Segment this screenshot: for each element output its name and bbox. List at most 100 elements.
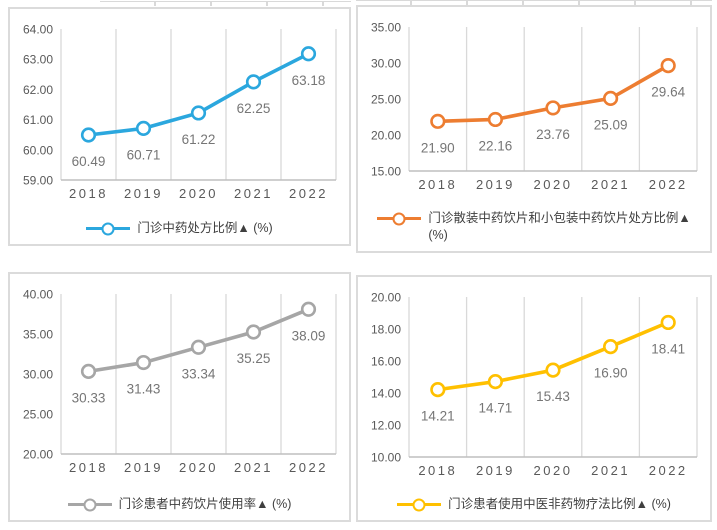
legend: 门诊患者使用中医非药物疗法比例▲ (%) bbox=[389, 496, 679, 520]
data-point-marker bbox=[430, 113, 446, 129]
data-point-marker bbox=[660, 314, 676, 331]
data-point-marker bbox=[430, 382, 446, 398]
x-tick-label: 2019 bbox=[124, 186, 163, 201]
x-tick-label: 2018 bbox=[418, 177, 457, 192]
value-label: 29.64 bbox=[651, 85, 685, 100]
y-tick-label: 59.00 bbox=[23, 174, 53, 188]
y-tick-label: 40.00 bbox=[23, 288, 53, 302]
data-point-marker bbox=[545, 362, 561, 378]
x-tick-label: 2022 bbox=[649, 177, 688, 192]
data-point-marker bbox=[80, 127, 97, 143]
line-chart-decoction-piece-usage-rate: 40.00 35.00 30.00 25.00 20.00 30.33 2018 31.43 2… bbox=[23, 288, 337, 475]
data-point-marker bbox=[487, 111, 503, 128]
data-point-marker bbox=[487, 374, 503, 390]
y-tick-label: 14.00 bbox=[371, 387, 401, 401]
legend: 门诊散装中药饮片和小包装中药饮片处方比例▲ (%) bbox=[369, 210, 698, 251]
x-tick-label: 2019 bbox=[476, 177, 515, 192]
chart-panel-outpatient-tcm-prescription-ratio: 64.00 63.00 62.00 61.00 60.00 59.00 60.49 2018 6… bbox=[8, 7, 351, 246]
value-label: 14.71 bbox=[479, 401, 513, 416]
x-tick-label: 2021 bbox=[591, 463, 630, 478]
y-tick-label: 25.00 bbox=[371, 93, 401, 107]
legend: 门诊中药处方比例▲ (%) bbox=[78, 220, 280, 244]
x-tick-label: 2019 bbox=[124, 460, 163, 475]
value-label: 62.25 bbox=[237, 101, 271, 116]
value-label: 14.21 bbox=[421, 409, 455, 424]
data-point-marker bbox=[80, 363, 97, 379]
x-tick-label: 2021 bbox=[234, 460, 273, 475]
cropped-axis-fragment-right bbox=[356, 0, 712, 5]
y-tick-label: 30.00 bbox=[23, 368, 53, 382]
value-label: 21.90 bbox=[421, 140, 455, 155]
value-label: 35.25 bbox=[237, 351, 271, 366]
value-label: 60.49 bbox=[72, 154, 106, 169]
data-point-marker bbox=[245, 324, 262, 340]
y-tick-label: 16.00 bbox=[371, 355, 401, 369]
value-label: 60.71 bbox=[127, 147, 161, 162]
data-point-marker bbox=[245, 74, 262, 90]
data-point-marker bbox=[300, 46, 317, 62]
data-point-marker bbox=[660, 57, 676, 74]
line-chart-bulk-and-small-package-decoction-ratio: 35.00 30.00 25.00 20.00 15.00 21.90 2018 22.16 2… bbox=[371, 21, 698, 192]
y-tick-label: 61.00 bbox=[23, 113, 53, 127]
value-label: 38.09 bbox=[292, 328, 326, 343]
legend-line-marker-icon bbox=[86, 221, 131, 236]
y-tick-label: 62.00 bbox=[23, 83, 53, 97]
legend-line-marker-icon bbox=[377, 211, 422, 226]
y-tick-label: 20.00 bbox=[23, 448, 53, 462]
legend: 门诊患者中药饮片使用率▲ (%) bbox=[60, 496, 300, 520]
cropped-axis-fragment-left bbox=[100, 1, 351, 6]
y-tick-label: 20.00 bbox=[371, 291, 401, 305]
data-point-marker bbox=[545, 100, 561, 116]
chart-panel-bulk-and-small-package-decoction-ratio: 35.00 30.00 25.00 20.00 15.00 21.90 2018 22.16 2… bbox=[356, 5, 712, 253]
x-tick-label: 2022 bbox=[289, 186, 328, 201]
line-chart-outpatient-tcm-prescription-ratio: 64.00 63.00 62.00 61.00 60.00 59.00 60.49 2018 6… bbox=[23, 23, 337, 201]
data-point-marker bbox=[603, 338, 619, 355]
data-point-marker bbox=[190, 105, 207, 121]
line-chart-non-drug-therapy-ratio: 20.00 18.00 16.00 14.00 12.00 10.00 14.21 2018 1… bbox=[371, 291, 698, 478]
data-point-marker bbox=[300, 301, 317, 317]
data-point-marker bbox=[135, 120, 152, 136]
y-tick-label: 18.00 bbox=[371, 323, 401, 337]
chart-panel-non-drug-therapy-ratio: 20.00 18.00 16.00 14.00 12.00 10.00 14.21 2018 1… bbox=[356, 275, 712, 522]
chart-panel-decoction-piece-usage-rate: 40.00 35.00 30.00 25.00 20.00 30.33 2018 31.43 2… bbox=[8, 272, 351, 522]
value-label: 18.41 bbox=[651, 341, 685, 356]
y-tick-label: 25.00 bbox=[23, 408, 53, 422]
data-point-marker bbox=[135, 354, 152, 371]
value-label: 22.16 bbox=[479, 138, 513, 153]
value-label: 33.34 bbox=[182, 366, 216, 381]
y-tick-label: 15.00 bbox=[371, 165, 401, 179]
y-tick-label: 63.00 bbox=[23, 53, 53, 67]
legend-line-marker-icon bbox=[67, 497, 112, 512]
y-tick-label: 20.00 bbox=[371, 129, 401, 143]
y-tick-label: 10.00 bbox=[371, 451, 401, 465]
legend-label: 门诊中药处方比例▲ (%) bbox=[137, 221, 273, 236]
x-tick-label: 2021 bbox=[591, 177, 630, 192]
value-label: 23.76 bbox=[536, 127, 570, 142]
value-label: 16.90 bbox=[594, 366, 628, 381]
data-point-marker bbox=[190, 339, 207, 355]
value-label: 30.33 bbox=[72, 390, 106, 405]
x-tick-label: 2019 bbox=[476, 463, 515, 478]
legend-label: 门诊患者使用中医非药物疗法比例▲ (%) bbox=[448, 497, 671, 512]
y-tick-label: 60.00 bbox=[23, 143, 53, 157]
x-tick-label: 2020 bbox=[534, 463, 573, 478]
x-tick-label: 2020 bbox=[534, 177, 573, 192]
x-tick-label: 2022 bbox=[649, 463, 688, 478]
x-tick-label: 2021 bbox=[234, 186, 273, 201]
data-point-marker bbox=[603, 90, 619, 106]
value-label: 63.18 bbox=[292, 73, 326, 88]
series-line bbox=[437, 320, 669, 392]
x-tick-label: 2018 bbox=[69, 460, 108, 475]
value-label: 25.09 bbox=[594, 117, 628, 132]
x-tick-label: 2022 bbox=[289, 460, 328, 475]
y-tick-label: 12.00 bbox=[371, 419, 401, 433]
legend-line-marker-icon bbox=[397, 497, 442, 512]
series-line bbox=[88, 52, 310, 137]
value-label: 31.43 bbox=[127, 382, 161, 397]
x-tick-label: 2018 bbox=[69, 186, 108, 201]
x-tick-label: 2020 bbox=[179, 186, 218, 201]
x-tick-label: 2018 bbox=[418, 463, 457, 478]
value-label: 15.43 bbox=[536, 389, 570, 404]
legend-label: 门诊散装中药饮片和小包装中药饮片处方比例▲ (%) bbox=[428, 211, 691, 243]
